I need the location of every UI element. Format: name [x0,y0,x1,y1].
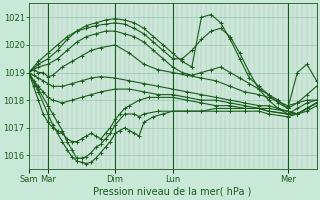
X-axis label: Pression niveau de la mer( hPa ): Pression niveau de la mer( hPa ) [93,187,252,197]
